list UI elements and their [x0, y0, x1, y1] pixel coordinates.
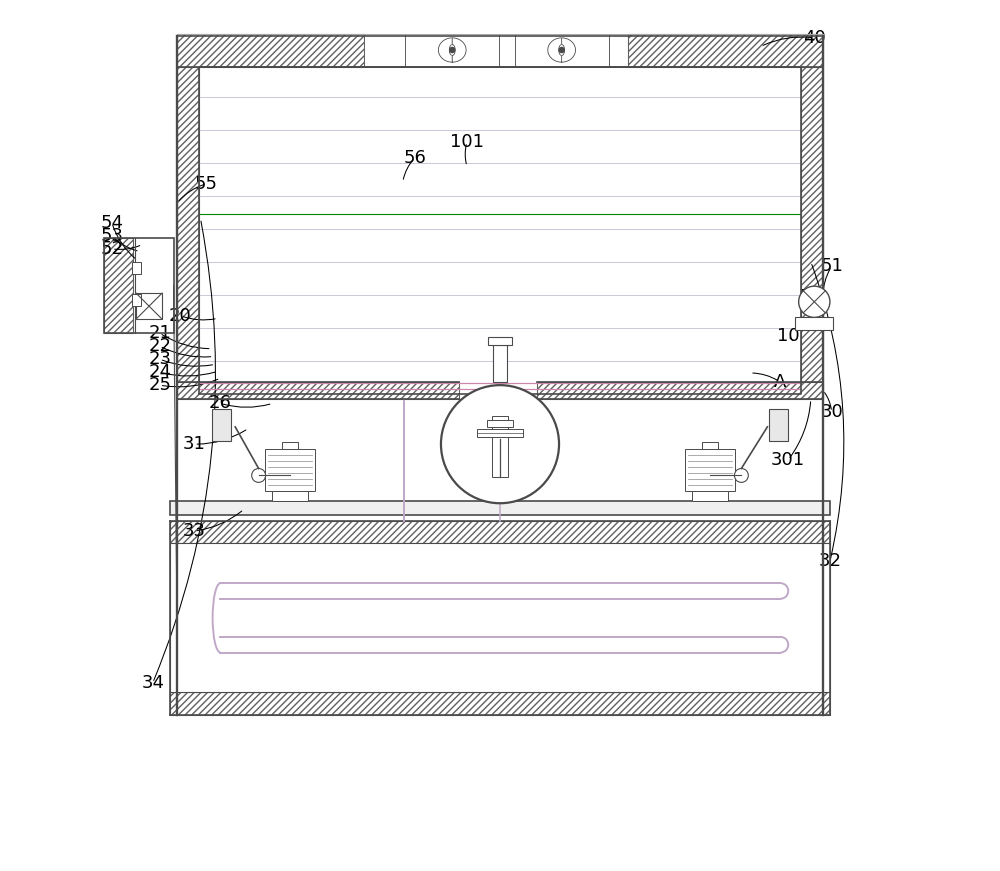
Bar: [515, 33, 609, 66]
Circle shape: [441, 385, 559, 503]
Bar: [477, 429, 523, 437]
Bar: [212, 409, 231, 441]
Bar: [272, 491, 308, 502]
Text: 21: 21: [148, 324, 171, 342]
Bar: [132, 294, 141, 307]
Bar: [104, 238, 174, 333]
Bar: [692, 491, 728, 502]
Bar: [482, 491, 518, 502]
Text: 101: 101: [450, 133, 484, 151]
Text: 301: 301: [771, 451, 805, 469]
Bar: [499, 33, 515, 66]
Bar: [170, 692, 830, 715]
Bar: [609, 33, 628, 66]
Bar: [364, 33, 405, 66]
Bar: [801, 66, 823, 394]
Text: 52: 52: [100, 240, 123, 258]
Text: 54: 54: [100, 213, 123, 232]
Text: 23: 23: [148, 350, 171, 368]
Text: 24: 24: [148, 363, 171, 381]
Bar: [265, 449, 315, 491]
Circle shape: [799, 287, 830, 317]
Bar: [170, 544, 830, 692]
Text: 40: 40: [803, 29, 826, 47]
Bar: [493, 345, 507, 381]
Text: A: A: [773, 373, 786, 391]
Text: 55: 55: [195, 175, 218, 192]
Bar: [132, 261, 141, 273]
Bar: [199, 66, 801, 394]
Bar: [795, 317, 833, 329]
Bar: [136, 294, 162, 319]
Bar: [685, 449, 735, 491]
Bar: [282, 442, 298, 449]
Bar: [769, 409, 788, 441]
Text: 32: 32: [818, 552, 841, 571]
Bar: [492, 442, 508, 449]
Text: 56: 56: [403, 149, 426, 166]
Bar: [104, 238, 133, 333]
Text: 33: 33: [183, 522, 206, 540]
Bar: [475, 449, 525, 491]
Text: 51: 51: [820, 257, 843, 275]
Text: 20: 20: [169, 307, 192, 325]
Bar: [487, 420, 513, 427]
Bar: [537, 381, 823, 399]
Text: 26: 26: [209, 395, 232, 412]
Bar: [177, 66, 199, 394]
Circle shape: [734, 469, 748, 483]
Text: 31: 31: [183, 436, 206, 453]
Text: 10: 10: [777, 327, 800, 345]
Bar: [170, 521, 830, 544]
Polygon shape: [548, 37, 562, 62]
Text: 22: 22: [148, 337, 171, 355]
Bar: [177, 381, 459, 399]
Circle shape: [450, 47, 455, 52]
Bar: [488, 336, 512, 345]
Text: 50: 50: [799, 287, 822, 306]
Text: 53: 53: [100, 226, 123, 245]
Bar: [170, 502, 830, 516]
Polygon shape: [452, 37, 466, 62]
Text: 25: 25: [148, 376, 171, 395]
Bar: [177, 33, 364, 66]
Text: 34: 34: [141, 674, 164, 692]
Bar: [628, 33, 823, 66]
Bar: [702, 442, 718, 449]
Polygon shape: [562, 37, 575, 62]
Bar: [405, 33, 499, 66]
Text: 30: 30: [820, 403, 843, 421]
Circle shape: [559, 47, 564, 52]
Bar: [492, 416, 508, 477]
Circle shape: [252, 469, 266, 483]
Polygon shape: [438, 37, 452, 62]
